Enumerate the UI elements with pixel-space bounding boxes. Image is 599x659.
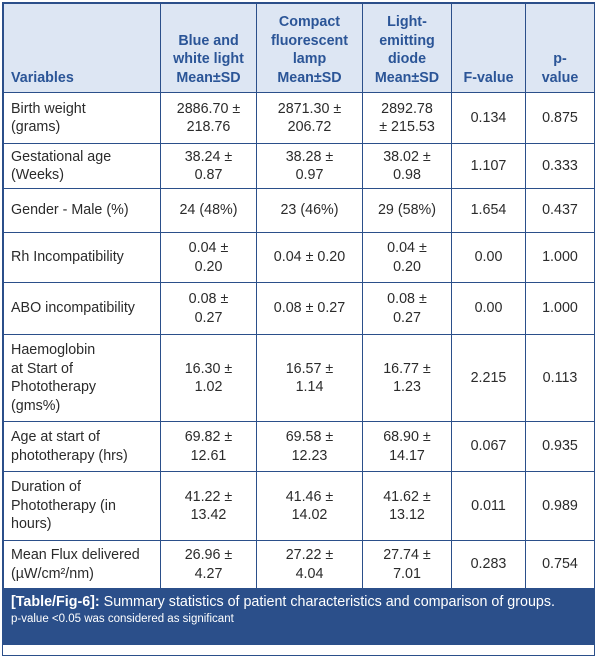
header-light-emitting-diode: Light- emitting diode Mean±SD — [362, 3, 452, 93]
table-row: Rh Incompatibility 0.04 ±0.20 0.04 ± 0.2… — [3, 232, 595, 283]
cell-f-value: 1.654 — [451, 188, 526, 233]
cell-f-value: 0.134 — [451, 92, 526, 144]
cell-led: 38.02 ±0.98 — [362, 143, 452, 189]
cell-led: 29 (58%) — [362, 188, 452, 233]
cell-p-value: 1.000 — [525, 232, 595, 283]
table-row: ABO incompatibility 0.08 ±0.27 0.08 ± 0.… — [3, 282, 595, 335]
caption-tag: [Table/Fig-6]: — [11, 594, 100, 610]
cell-blue-white: 0.04 ±0.20 — [160, 232, 257, 283]
cell-led: 2892.78 ± 215.53 — [362, 92, 452, 144]
table-row: Gestational age (Weeks) 38.24 ±0.87 38.28… — [3, 143, 595, 189]
cell-f-value: 0.283 — [451, 540, 526, 589]
cell-led: 16.77 ±1.23 — [362, 334, 452, 422]
cell-cfl: 0.08 ± 0.27 — [256, 282, 363, 335]
cell-blue-white: 16.30 ±1.02 — [160, 334, 257, 422]
row-label: Gestational age (Weeks) — [3, 143, 161, 189]
cell-blue-white: 26.96 ±4.27 — [160, 540, 257, 589]
row-label: Age at start of phototherapy (hrs) — [3, 421, 161, 472]
header-compact-fluorescent-lamp: Compact fluorescent lamp Mean±SD — [256, 3, 363, 93]
cell-p-value: 0.754 — [525, 540, 595, 589]
cell-cfl: 2871.30 ±206.72 — [256, 92, 363, 144]
cell-blue-white: 24 (48%) — [160, 188, 257, 233]
cell-cfl: 16.57 ±1.14 — [256, 334, 363, 422]
table-row: Mean Flux delivered (µW/cm²/nm) 26.96 ±4.… — [3, 540, 595, 589]
header-f-value: F-value — [451, 3, 526, 93]
cell-cfl: 41.46 ±14.02 — [256, 471, 363, 541]
cell-f-value: 1.107 — [451, 143, 526, 189]
row-label: ABO incompatibility — [3, 282, 161, 335]
cell-f-value: 0.00 — [451, 232, 526, 283]
cell-p-value: 0.875 — [525, 92, 595, 144]
cell-blue-white: 2886.70 ±218.76 — [160, 92, 257, 144]
cell-cfl: 0.04 ± 0.20 — [256, 232, 363, 283]
row-label: Rh Incompatibility — [3, 232, 161, 283]
caption-description: Summary statistics of patient characteri… — [99, 594, 555, 610]
cell-blue-white: 69.82 ±12.61 — [160, 421, 257, 472]
cell-blue-white: 38.24 ±0.87 — [160, 143, 257, 189]
cell-blue-white: 0.08 ±0.27 — [160, 282, 257, 335]
header-variables: Variables — [3, 3, 161, 93]
header-p-value: p- value — [525, 3, 595, 93]
caption-text: [Table/Fig-6]: Summary statistics of pat… — [11, 594, 586, 611]
cell-p-value: 0.935 — [525, 421, 595, 472]
cell-led: 0.08 ±0.27 — [362, 282, 452, 335]
table-row: Birth weight (grams) 2886.70 ±218.76 2871… — [3, 92, 595, 144]
table-row: Gender - Male (%) 24 (48%) 23 (46%) 29 (… — [3, 188, 595, 233]
cell-led: 27.74 ±7.01 — [362, 540, 452, 589]
header-blue-white-light: Blue and white light Mean±SD — [160, 3, 257, 93]
row-label: Duration of Phototherapy (in hours) — [3, 471, 161, 541]
table-row: Duration of Phototherapy (in hours) 41.2… — [3, 471, 595, 541]
summary-table: Variables Blue and white light Mean±SD C… — [3, 3, 595, 589]
cell-cfl: 23 (46%) — [256, 188, 363, 233]
row-label: Gender - Male (%) — [3, 188, 161, 233]
cell-cfl: 38.28 ±0.97 — [256, 143, 363, 189]
cell-f-value: 0.067 — [451, 421, 526, 472]
cell-cfl: 27.22 ±4.04 — [256, 540, 363, 589]
cell-p-value: 0.113 — [525, 334, 595, 422]
cell-p-value: 0.989 — [525, 471, 595, 541]
cell-led: 41.62 ±13.12 — [362, 471, 452, 541]
figure-caption: [Table/Fig-6]: Summary statistics of pat… — [3, 589, 594, 645]
cell-cfl: 69.58 ±12.23 — [256, 421, 363, 472]
cell-f-value: 0.011 — [451, 471, 526, 541]
cell-led: 0.04 ±0.20 — [362, 232, 452, 283]
table-row: Age at start of phototherapy (hrs) 69.82 … — [3, 421, 595, 472]
cell-p-value: 1.000 — [525, 282, 595, 335]
cell-f-value: 0.00 — [451, 282, 526, 335]
table-row: Haemoglobin at Start of Phototherapy (gm… — [3, 334, 595, 422]
caption-note: p-value <0.05 was considered as signific… — [11, 613, 234, 625]
cell-f-value: 2.215 — [451, 334, 526, 422]
cell-p-value: 0.437 — [525, 188, 595, 233]
cell-p-value: 0.333 — [525, 143, 595, 189]
row-label: Mean Flux delivered (µW/cm²/nm) — [3, 540, 161, 589]
cell-blue-white: 41.22 ±13.42 — [160, 471, 257, 541]
cell-led: 68.90 ±14.17 — [362, 421, 452, 472]
header-row: Variables Blue and white light Mean±SD C… — [3, 3, 595, 93]
row-label: Birth weight (grams) — [3, 92, 161, 144]
row-label: Haemoglobin at Start of Phototherapy (gm… — [3, 334, 161, 422]
